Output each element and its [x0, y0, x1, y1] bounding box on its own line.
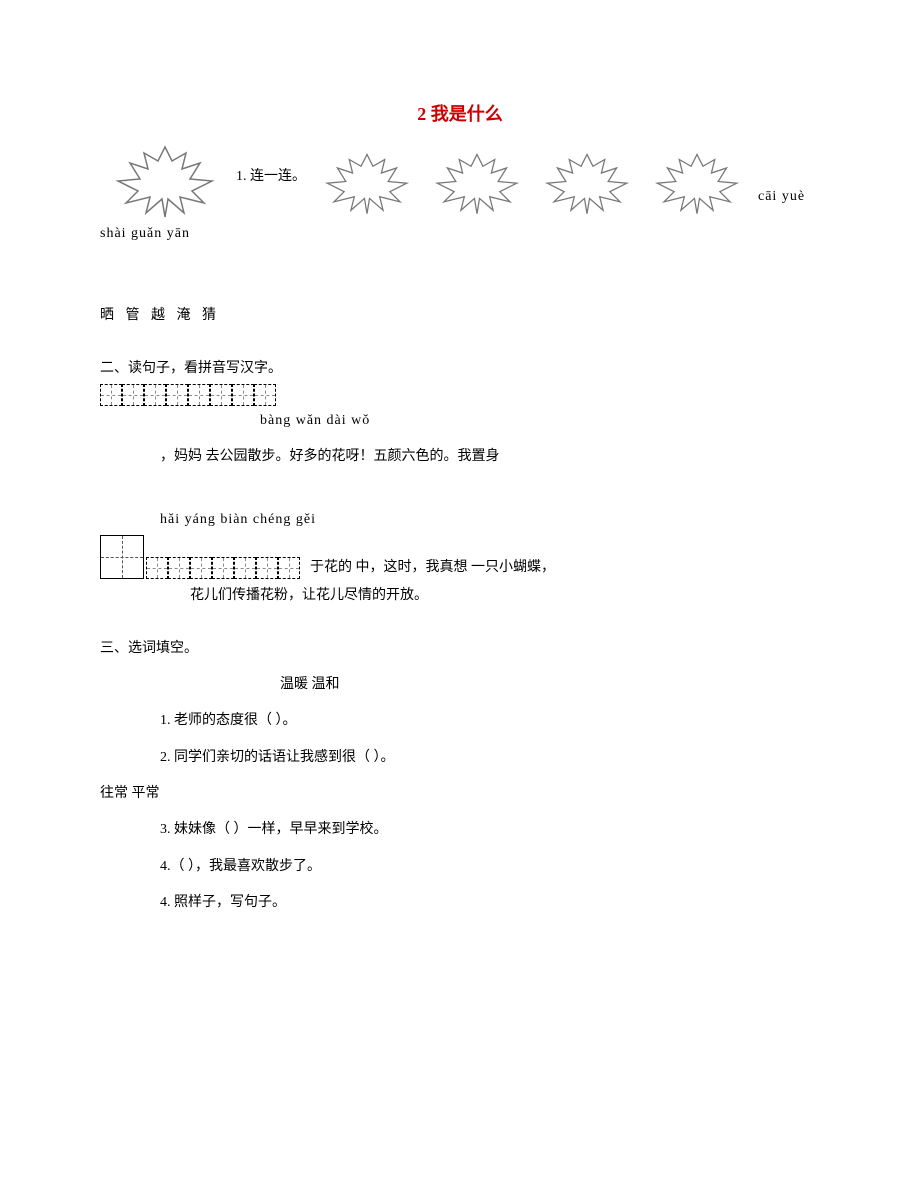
- sentence-3: 花儿们传播花粉，让花儿尽情的开放。: [190, 585, 820, 607]
- write-cell[interactable]: [188, 384, 210, 406]
- tianzige-row: [100, 384, 820, 406]
- question-4: 4.（ ），我最喜欢散步了。: [160, 856, 820, 878]
- question-1: 1. 老师的态度很（ ）。: [160, 710, 820, 732]
- section3: 三、选词填空。 温暖 温和 1. 老师的态度很（ ）。 2. 同学们亲切的话语让…: [100, 638, 820, 915]
- maple-leaf-icon: [312, 144, 422, 219]
- write-cell[interactable]: [166, 384, 188, 406]
- worksheet-page: 2 我是什么 1. 连一连。 cāi yuè shài guǎn yān 晒 管…: [0, 0, 920, 969]
- pinyin-right: cāi yuè: [758, 186, 805, 208]
- write-cell[interactable]: [254, 384, 276, 406]
- section2-heading: 二、读句子，看拼音写汉字。: [100, 358, 820, 380]
- write-cell[interactable]: [190, 557, 212, 579]
- question-5: 4. 照样子，写句子。: [160, 892, 820, 914]
- hanzi-options: 晒 管 越 淹 猜: [100, 305, 820, 327]
- write-cell[interactable]: [278, 557, 300, 579]
- sentence-1: ，妈妈 去公园散步。好多的花呀！五颜六色的。我置身: [160, 446, 820, 468]
- grid-line-2: 于花的 中，这时，我真想 一只小蝴蝶，: [100, 535, 820, 579]
- pinyin-line: shài guǎn yān: [100, 223, 820, 245]
- write-cell[interactable]: [232, 384, 254, 406]
- pinyin-2: hǎi yáng biàn chéng gěi: [160, 509, 820, 531]
- question-2: 2. 同学们亲切的话语让我感到很（ ）。: [160, 747, 820, 769]
- question-3: 3. 妹妹像（ ）一样，早早来到学校。: [160, 819, 820, 841]
- word-pair-1: 温暖 温和: [280, 674, 820, 696]
- write-cell[interactable]: [210, 384, 232, 406]
- section3-heading: 三、选词填空。: [100, 638, 820, 660]
- maple-leaf-icon: [642, 144, 752, 219]
- write-cell-large[interactable]: [100, 535, 144, 579]
- section1-label: 1. 连一连。: [236, 166, 306, 188]
- write-cell[interactable]: [144, 384, 166, 406]
- write-cell[interactable]: [146, 557, 168, 579]
- page-title: 2 我是什么: [100, 100, 820, 129]
- maple-leaf-icon: [100, 139, 230, 219]
- tianzige-row: [146, 557, 300, 579]
- maple-leaf-icon: [532, 144, 642, 219]
- write-cell[interactable]: [234, 557, 256, 579]
- pinyin-1: bàng wǎn dài wǒ: [260, 410, 820, 432]
- write-cell[interactable]: [100, 384, 122, 406]
- maple-leaf-icon: [422, 144, 532, 219]
- write-cell[interactable]: [168, 557, 190, 579]
- write-cell[interactable]: [256, 557, 278, 579]
- sentence-2: 于花的 中，这时，我真想 一只小蝴蝶，: [310, 557, 555, 579]
- write-cell[interactable]: [212, 557, 234, 579]
- word-pair-2: 往常 平常: [100, 783, 820, 805]
- leaf-row: 1. 连一连。 cāi yuè: [100, 139, 820, 219]
- section2: 二、读句子，看拼音写汉字。 bàng wǎn dài wǒ ，妈妈 去公园散步。…: [100, 358, 820, 608]
- write-cell[interactable]: [122, 384, 144, 406]
